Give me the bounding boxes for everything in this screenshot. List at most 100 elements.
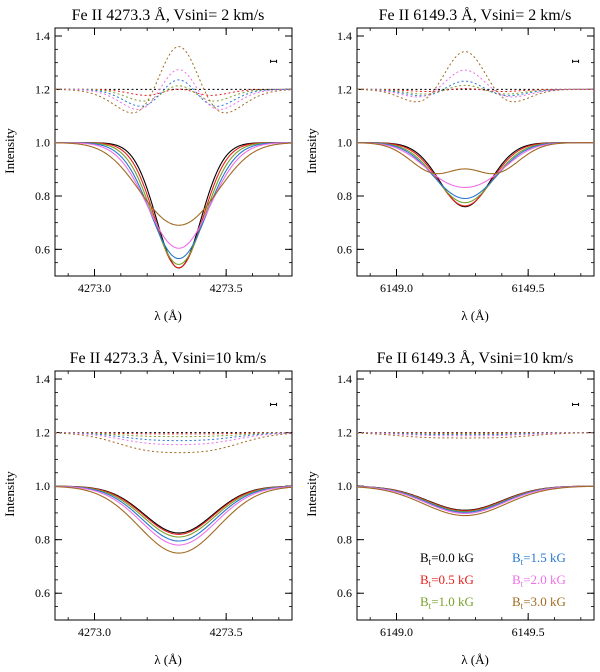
y-tick-label: 0.8 [35,533,50,547]
y-tick-label: 1.4 [35,29,50,43]
y-tick-label: 1.2 [337,82,352,96]
profile-line [357,142,594,204]
x-axis-label: λ (Å) [461,308,489,323]
profile-line [55,142,292,269]
y-axis-label: Intensity [2,471,17,517]
y-tick-label: 0.6 [35,586,50,600]
y-tick-label: 1.2 [35,426,50,440]
x-axis-label: λ (Å) [154,308,182,323]
difference-line [55,432,292,442]
y-tick-label: 1.4 [337,29,352,43]
x-axis-label: λ (Å) [461,652,489,667]
y-tick-label: 1.4 [337,372,352,386]
error-bar [270,59,278,63]
difference-line [357,432,594,434]
profile-line [55,142,292,265]
plot-area: 0.6 0.8 1.0 1.2 1.4 6149.0 6149.5 [337,370,595,639]
x-tick-label: 4273.5 [210,625,243,639]
y-tick-label: 1.4 [35,372,50,386]
difference-line [55,432,292,435]
plot-frame [54,27,293,277]
difference-line [55,69,292,110]
panel-top-right: Fe II 6149.3 Å, Vsini= 2 km/s Intensity … [304,6,595,323]
legend-item: Bt=3.0 kG [512,594,566,611]
series-group [357,432,594,517]
y-tick-label: 1.0 [35,136,50,150]
series-group [55,432,292,554]
y-tick-label: 1.2 [35,82,50,96]
profile-line [55,485,292,542]
profile-line [357,485,594,514]
y-tick-label: 1.0 [337,136,352,150]
difference-line [357,432,594,437]
profile-line [55,485,292,538]
y-tick-label: 1.0 [337,479,352,493]
y-tick-label: 0.8 [337,533,352,547]
y-axis-label: Intensity [2,128,17,174]
legend-item: Bt=1.5 kG [512,550,566,567]
profile-line [357,485,594,517]
legend-item: Bt=2.0 kG [512,572,566,589]
difference-line [55,432,292,446]
x-tick-label: 6149.5 [512,281,545,295]
series-group [55,46,292,269]
y-tick-label: 0.6 [35,242,50,256]
y-tick-label: 1.0 [35,479,50,493]
difference-line [55,85,292,102]
x-tick-label: 6149.5 [512,625,545,639]
x-tick-label: 4273.5 [210,281,243,295]
difference-line [357,88,594,93]
difference-line [55,46,292,114]
y-tick-label: 0.8 [337,189,352,203]
y-axis-label: Intensity [304,128,319,174]
legend: Bt=0.0 kG Bt=1.5 kG Bt=0.5 kG Bt=2.0 kG … [420,550,566,611]
x-tick-label: 6149.0 [380,281,413,295]
difference-line [357,432,594,435]
panel-top-left: Fe II 4273.3 Å, Vsini= 2 km/s Intensity … [2,6,293,323]
difference-line [55,79,292,107]
profile-line [55,142,292,260]
difference-line [357,432,594,439]
profile-line [55,142,292,269]
series-group [357,51,594,208]
panel-title: Fe II 6149.3 Å, Vsini= 2 km/s [379,6,572,24]
profile-line [55,486,292,554]
profile-line [55,142,292,249]
legend-item: Bt=0.0 kG [420,550,474,567]
profile-line [357,485,594,513]
panel-title: Fe II 4273.3 Å, Vsini=10 km/s [70,349,267,367]
x-tick-label: 6149.0 [380,625,413,639]
plot-frame [356,27,595,277]
panel-title: Fe II 6149.3 Å, Vsini=10 km/s [377,349,574,367]
error-bar [270,402,278,407]
panel-title: Fe II 4273.3 Å, Vsini= 2 km/s [72,6,265,24]
profile-line [357,142,594,208]
difference-line [357,51,594,103]
difference-line [357,80,594,97]
y-tick-label: 0.6 [337,586,352,600]
panel-bottom-right: Fe II 6149.3 Å, Vsini=10 km/s Intensity … [304,349,595,667]
legend-item: Bt=1.0 kG [420,594,474,611]
legend-item: Bt=0.5 kG [420,572,474,589]
x-tick-label: 4273.0 [78,625,111,639]
difference-line [55,432,292,438]
profile-line [55,142,292,226]
x-tick-label: 4273.0 [78,281,111,295]
y-tick-label: 0.6 [337,242,352,256]
difference-line [357,432,594,436]
plot-area: 0.6 0.8 1.0 1.2 1.4 6149.0 6149.5 [337,27,595,295]
profile-line [55,485,292,546]
error-bar [572,402,580,407]
profile-line [357,142,594,175]
x-axis-label: λ (Å) [154,652,182,667]
y-axis-label: Intensity [304,471,319,517]
y-tick-label: 1.2 [337,426,352,440]
error-bar [572,59,580,63]
panel-bottom-left: Fe II 4273.3 Å, Vsini=10 km/s Intensity … [2,349,293,667]
profile-line [357,142,594,207]
y-tick-label: 0.8 [35,189,50,203]
plot-area: 0.6 0.8 1.0 1.2 1.4 4273.0 4273.5 [35,370,293,639]
difference-line [55,88,292,96]
plot-area: 0.6 0.8 1.0 1.2 1.4 4273.0 4273.5 [35,27,293,295]
